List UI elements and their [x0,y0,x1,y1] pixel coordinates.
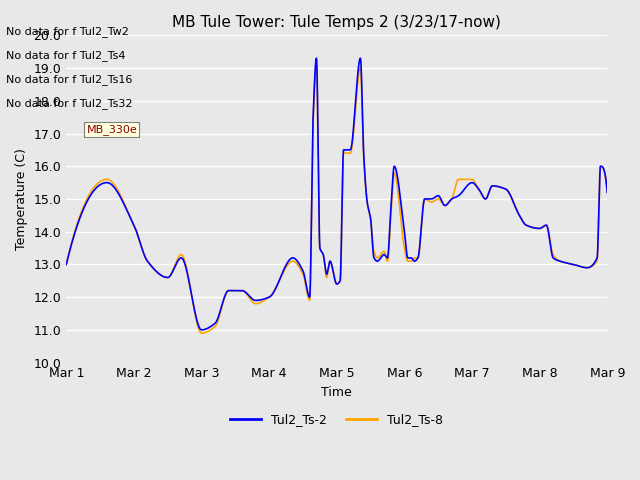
Tul2_Ts-2 [604,190,611,195]
Line: Tul2_Ts-8: Tul2_Ts-8 [67,68,607,333]
Tul2_Ts-8 [124,209,132,215]
Text: No data for f Tul2_Tw2: No data for f Tul2_Tw2 [6,25,129,36]
Tul2_Ts-8 [535,226,543,231]
Legend: Tul2_Ts-2, Tul2_Ts-8: Tul2_Ts-2, Tul2_Ts-8 [225,408,449,431]
X-axis label: Time: Time [321,386,352,399]
Tul2_Ts-8 [294,262,301,267]
Tul2_Ts-2 [156,272,164,277]
Title: MB Tule Tower: Tule Temps 2 (3/23/17-now): MB Tule Tower: Tule Temps 2 (3/23/17-now… [172,15,501,30]
Y-axis label: Temperature (C): Temperature (C) [15,148,28,250]
Text: No data for f Tul2_Ts4: No data for f Tul2_Ts4 [6,49,126,60]
Tul2_Ts-8 [604,190,611,195]
Tul2_Ts-8 [312,65,320,71]
Tul2_Ts-2 [270,289,278,295]
Tul2_Ts-2 [124,210,132,216]
Tul2_Ts-2 [593,255,601,261]
Tul2_Ts-2 [312,55,320,61]
Tul2_Ts-8 [63,262,70,267]
Text: MB_330e: MB_330e [86,124,137,135]
Tul2_Ts-8 [198,330,205,336]
Tul2_Ts-2 [198,327,205,333]
Tul2_Ts-2 [294,258,301,264]
Text: No data for f Tul2_Ts32: No data for f Tul2_Ts32 [6,97,133,108]
Line: Tul2_Ts-2: Tul2_Ts-2 [67,58,607,330]
Tul2_Ts-8 [270,288,278,294]
Tul2_Ts-2 [63,262,70,267]
Tul2_Ts-2 [535,226,543,231]
Text: No data for f Tul2_Ts16: No data for f Tul2_Ts16 [6,73,132,84]
Tul2_Ts-8 [156,272,164,277]
Tul2_Ts-8 [593,258,601,264]
